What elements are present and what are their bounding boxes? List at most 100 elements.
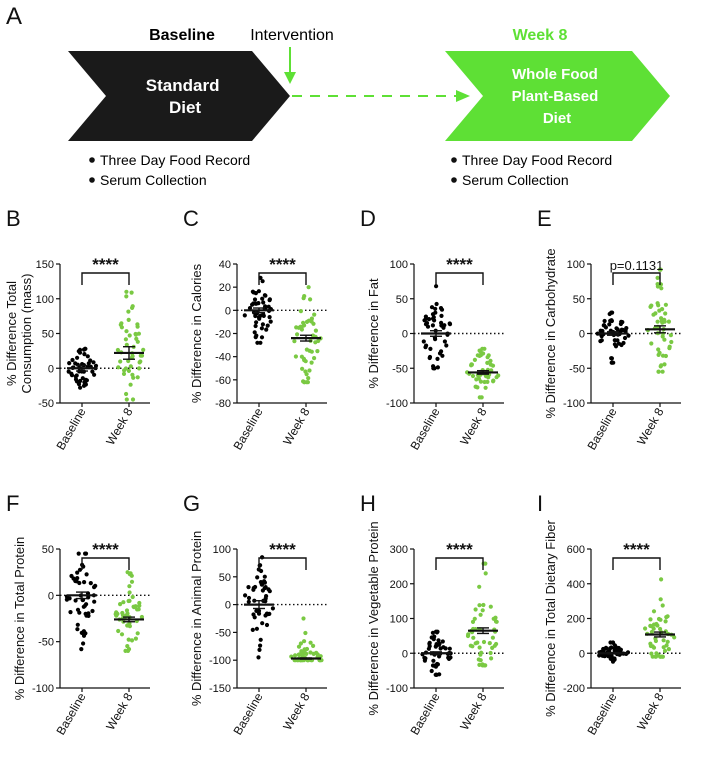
y-tick-label: 100 xyxy=(36,294,54,306)
significance-label: **** xyxy=(446,540,473,559)
panel-letter: F xyxy=(6,491,19,516)
data-point xyxy=(494,619,499,624)
y-tick-label: -100 xyxy=(209,655,231,667)
y-axis-label: % Difference in Total Dietary Fiber xyxy=(543,519,558,716)
y-tick-label: 0 xyxy=(48,590,54,602)
data-point xyxy=(256,289,261,294)
data-point xyxy=(440,639,445,644)
data-point xyxy=(81,633,87,638)
data-point xyxy=(81,383,87,388)
data-point xyxy=(118,602,123,607)
significance-bracket xyxy=(435,272,484,285)
y-tick-label: 200 xyxy=(567,614,585,626)
data-point xyxy=(263,293,268,298)
data-point xyxy=(663,619,668,624)
standard-diet-label: Standard Diet xyxy=(146,76,224,117)
data-point xyxy=(76,382,82,387)
data-point xyxy=(135,607,140,612)
y-tick-label: -100 xyxy=(32,683,54,695)
data-point xyxy=(127,572,132,577)
data-point xyxy=(485,360,490,365)
data-point xyxy=(651,609,657,614)
data-point xyxy=(299,649,304,654)
data-point xyxy=(262,574,267,579)
data-point xyxy=(665,639,670,644)
data-point xyxy=(77,347,83,352)
data-point xyxy=(90,369,95,374)
data-point xyxy=(308,650,313,655)
data-point xyxy=(77,567,83,572)
data-point xyxy=(123,648,128,653)
data-point xyxy=(311,643,316,648)
data-point xyxy=(309,319,314,324)
data-point xyxy=(607,311,612,317)
data-point xyxy=(486,353,491,358)
chart-panel-e: E -100 -50 0 50 100 % Difference in Carbohydra… xyxy=(537,206,681,452)
data-point xyxy=(260,279,265,284)
data-point xyxy=(492,643,497,648)
y-tick-label: -50 xyxy=(569,363,585,375)
data-point xyxy=(441,325,446,330)
y-axis-label-line: % Difference Total xyxy=(4,281,19,386)
data-point xyxy=(611,360,616,365)
data-point xyxy=(255,340,260,345)
data-point xyxy=(447,646,452,651)
data-point xyxy=(649,303,654,308)
data-point xyxy=(659,363,664,368)
data-point xyxy=(86,361,91,366)
significance-bracket xyxy=(81,557,130,570)
chart-panel-g: G -150 -100 -50 0 50 100 % Difference in Animal… xyxy=(183,491,327,737)
data-point xyxy=(129,290,134,295)
right-bullet-2: Serum Collection xyxy=(462,172,569,188)
x-tick-label: Week 8 xyxy=(280,405,313,447)
x-tick-label: Baseline xyxy=(53,690,88,737)
data-point xyxy=(421,339,426,344)
y-axis-label: % Difference in Calories xyxy=(189,263,204,403)
data-point xyxy=(92,585,97,590)
data-point xyxy=(267,297,272,302)
data-point xyxy=(126,317,131,322)
data-point xyxy=(255,575,260,580)
data-point xyxy=(242,313,247,318)
data-point xyxy=(616,341,622,346)
data-point xyxy=(478,658,483,663)
data-point xyxy=(302,649,307,655)
significance-label: **** xyxy=(623,540,650,559)
data-point xyxy=(296,644,302,649)
data-point xyxy=(137,603,142,608)
data-point xyxy=(616,645,621,651)
data-point xyxy=(482,379,487,385)
data-point xyxy=(471,635,476,640)
data-point xyxy=(78,385,83,390)
x-tick-label: Week 8 xyxy=(103,405,136,447)
data-point xyxy=(135,339,140,344)
data-point xyxy=(477,395,482,400)
data-point xyxy=(304,372,309,377)
data-point xyxy=(437,654,442,659)
data-point xyxy=(122,368,127,373)
x-tick-label: Baseline xyxy=(407,405,442,452)
data-point xyxy=(88,581,93,586)
data-point xyxy=(660,369,665,374)
data-point xyxy=(430,316,436,321)
data-point xyxy=(121,600,126,605)
data-point xyxy=(81,641,86,646)
data-point xyxy=(604,646,609,651)
data-point xyxy=(83,551,89,556)
x-tick-label: Week 8 xyxy=(103,690,136,732)
data-point xyxy=(620,320,625,325)
data-point xyxy=(121,371,127,376)
data-point xyxy=(651,626,656,631)
data-point xyxy=(470,619,476,624)
data-point xyxy=(433,337,438,342)
data-point xyxy=(423,316,428,321)
y-tick-label: -50 xyxy=(38,398,54,410)
chart-panel-f: F -100 -50 0 50 % Difference in Total Protein… xyxy=(6,491,150,737)
y-axis-label-line: % Difference in Total Dietary Fiber xyxy=(543,519,558,716)
data-point xyxy=(435,661,440,667)
data-point xyxy=(478,353,483,358)
y-axis-label-line: Consumption (mass) xyxy=(19,274,34,394)
significance-label: **** xyxy=(92,540,119,559)
data-point xyxy=(655,282,660,287)
data-point xyxy=(256,611,262,616)
